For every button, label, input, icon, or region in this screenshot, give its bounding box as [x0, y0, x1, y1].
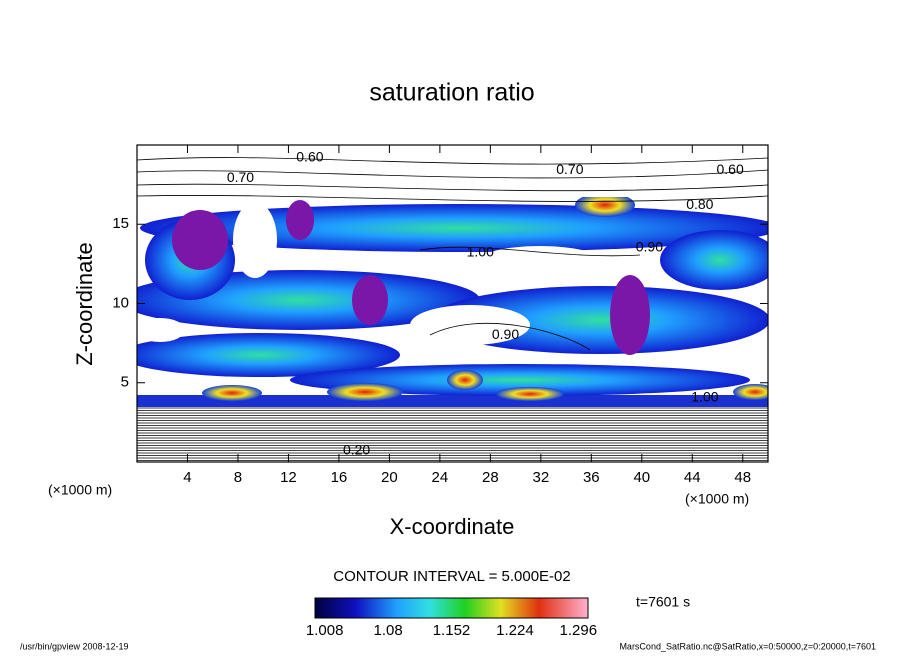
x-unit: (×1000 m) — [48, 482, 112, 498]
colorbar-tick-label: 1.224 — [496, 622, 534, 639]
colorbar-tick-label: 1.08 — [373, 622, 402, 639]
footer-right: MarsCond_SatRatio.nc@SatRatio,x=0:50000,… — [619, 641, 876, 651]
contour-labels: 0.60 0.70 0.70 0.60 0.80 1.00 0.90 0.90 1.00 0.20 — [227, 148, 744, 457]
x-unit: (×1000 m) — [685, 491, 749, 507]
colorbar — [314, 597, 589, 619]
contour-label: 0.60 — [296, 148, 323, 164]
x-axis-label: X-coordinate — [390, 514, 515, 539]
x-tick-label: 4 — [183, 469, 191, 486]
x-tick-label: 12 — [280, 469, 297, 486]
contour-label: 1.00 — [467, 243, 494, 259]
y-axis-label: Z-coordinate — [72, 242, 97, 366]
time-label: t=7601 s — [636, 594, 690, 610]
chart-title: saturation ratio — [369, 79, 534, 107]
contour-label: 0.90 — [636, 239, 663, 255]
y-tick-label: 15 — [112, 215, 129, 232]
x-tick-label: 8 — [234, 469, 242, 486]
x-tick-label: 20 — [381, 469, 398, 486]
contour-label: 0.20 — [343, 442, 370, 458]
contour-label: 0.70 — [556, 161, 583, 177]
x-tick-label: 36 — [583, 469, 600, 486]
field — [137, 145, 768, 462]
contour-label: 0.90 — [492, 326, 519, 342]
x-tick-label: 28 — [482, 469, 499, 486]
y-tick-label: 10 — [112, 294, 129, 311]
contour-label: 0.60 — [717, 161, 744, 177]
colorbar-tick-label: 1.152 — [433, 622, 471, 639]
contour-lines — [137, 407, 768, 461]
x-tick-label: 24 — [432, 469, 449, 486]
contour-label: 0.80 — [686, 196, 713, 212]
x-tick-label: 48 — [734, 469, 751, 486]
contour-label: 0.70 — [227, 169, 254, 185]
y-tick-label: 5 — [121, 374, 129, 391]
contour-label: 1.00 — [691, 389, 718, 405]
contour-interval: CONTOUR INTERVAL = 5.000E-02 — [333, 568, 570, 585]
x-tick-label: 40 — [633, 469, 650, 486]
colorbar-tick-label: 1.008 — [306, 622, 344, 639]
x-tick-label: 44 — [684, 469, 701, 486]
colorbar-tick-label: 1.296 — [560, 622, 598, 639]
x-tick-label: 32 — [532, 469, 549, 486]
footer-left: /usr/bin/gpview 2008-12-19 — [20, 641, 129, 651]
x-tick-label: 16 — [331, 469, 348, 486]
